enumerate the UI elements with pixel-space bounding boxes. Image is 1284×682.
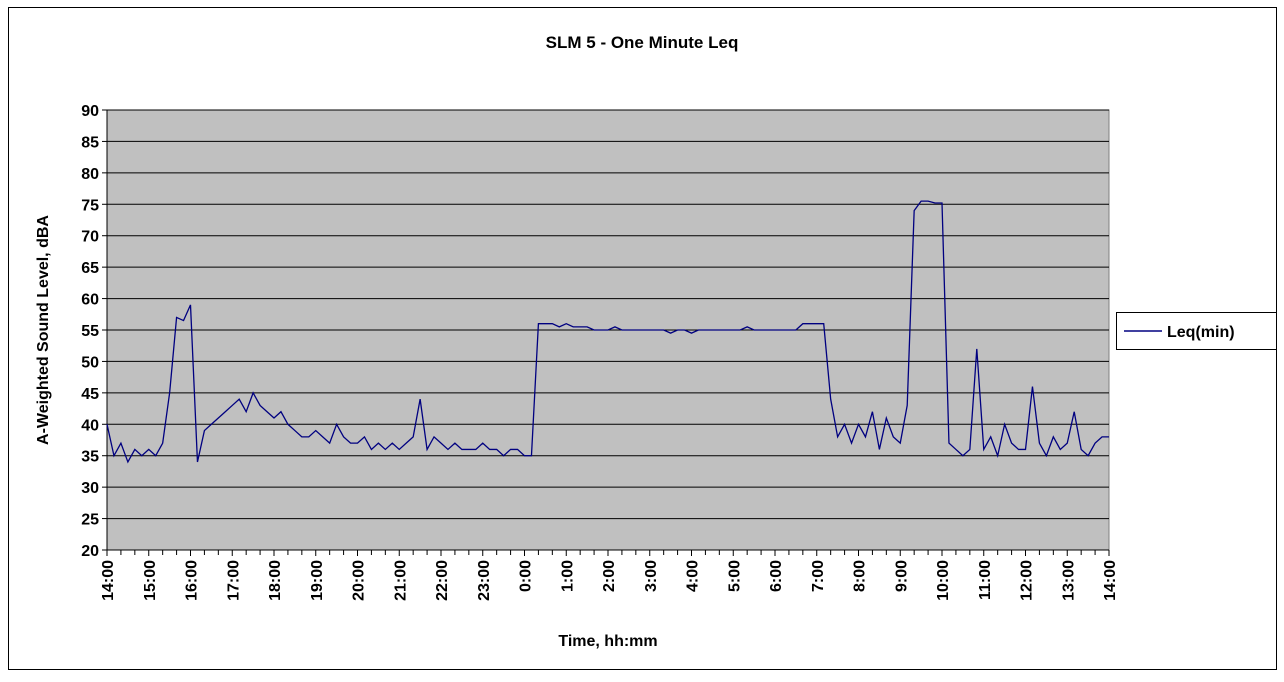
chart-title: SLM 5 - One Minute Leq xyxy=(546,33,739,52)
y-tick-label: 20 xyxy=(81,543,99,560)
y-tick-label: 35 xyxy=(81,449,99,466)
data-line xyxy=(106,200,1109,464)
y-tick-label: 85 xyxy=(81,134,99,151)
x-tick-label: 5:00 xyxy=(726,560,743,592)
x-tick-label: 20:00 xyxy=(351,560,368,601)
x-tick-label: 14:00 xyxy=(1102,560,1119,601)
x-tick-label: 2:00 xyxy=(601,560,618,592)
y-tick-label: 70 xyxy=(81,229,99,246)
x-tick-label: 14:00 xyxy=(100,560,117,601)
x-tick-label: 13:00 xyxy=(1060,560,1077,601)
x-tick-label: 18:00 xyxy=(267,560,284,601)
x-tick-label: 21:00 xyxy=(392,560,409,601)
x-tick-label: 22:00 xyxy=(434,560,451,601)
x-tick-label: 16:00 xyxy=(184,560,201,601)
y-tick-label: 60 xyxy=(81,292,99,309)
x-tick-label: 8:00 xyxy=(852,560,869,592)
x-tick-label: 17:00 xyxy=(225,560,242,601)
x-tick-label: 11:00 xyxy=(977,560,994,600)
y-tick-label: 90 xyxy=(81,103,99,120)
y-axis-title: A-Weighted Sound Level, dBA xyxy=(35,215,52,445)
x-tick-label: 12:00 xyxy=(1019,560,1036,601)
y-tick-label: 30 xyxy=(81,480,99,497)
x-tick-label: 7:00 xyxy=(810,560,827,592)
x-tick-label: 3:00 xyxy=(643,560,660,592)
x-axis-title: Time, hh:mm xyxy=(558,633,657,650)
x-tick-label: 0:00 xyxy=(518,560,535,592)
x-tick-label: 10:00 xyxy=(935,560,952,601)
x-tick-label: 1:00 xyxy=(559,560,576,592)
y-tick-label: 75 xyxy=(81,197,99,214)
x-tick-label: 6:00 xyxy=(768,560,785,592)
x-tick-label: 4:00 xyxy=(685,560,702,592)
y-tick-label: 55 xyxy=(81,323,99,340)
legend: Leq(min) xyxy=(1116,312,1277,350)
x-tick-label: 23:00 xyxy=(476,560,493,601)
y-tick-label: 65 xyxy=(81,260,99,277)
y-tick-label: 45 xyxy=(81,386,99,403)
x-tick-label: 9:00 xyxy=(893,560,910,592)
y-tick-label: 40 xyxy=(81,417,99,434)
x-tick-label: 15:00 xyxy=(142,560,159,601)
legend-label: Leq(min) xyxy=(1167,324,1235,341)
y-tick-label: 50 xyxy=(81,354,99,371)
x-tick-label: 19:00 xyxy=(309,560,326,601)
y-tick-label: 80 xyxy=(81,166,99,183)
y-tick-label: 25 xyxy=(81,512,99,529)
